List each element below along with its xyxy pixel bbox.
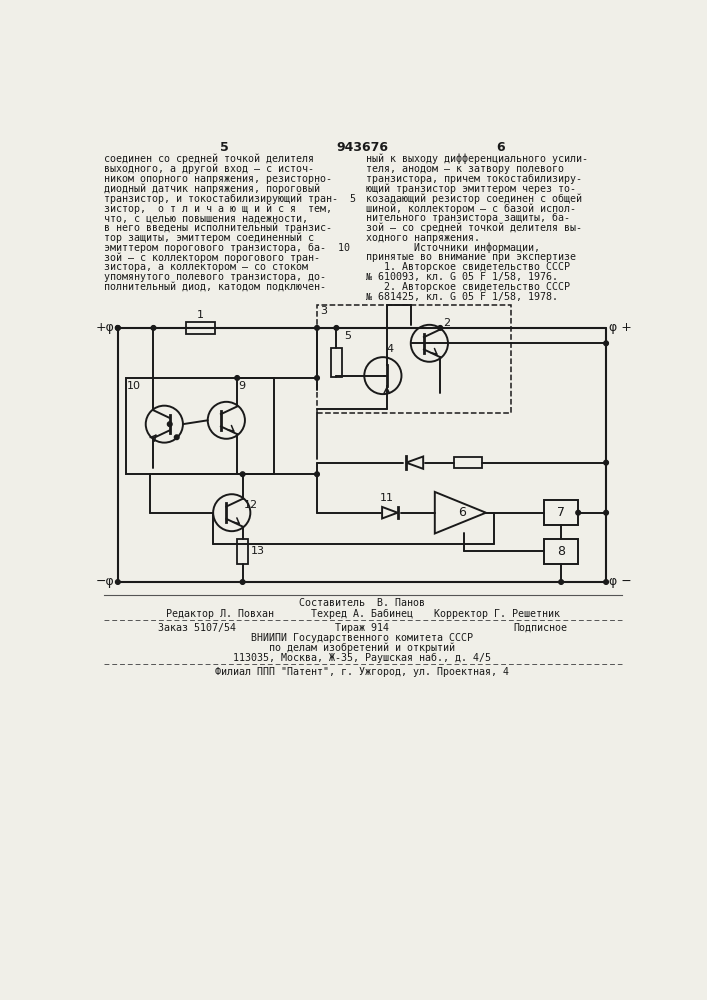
Text: Составитель  В. Панов: Составитель В. Панов <box>299 598 425 608</box>
Circle shape <box>235 376 240 380</box>
Circle shape <box>175 435 179 440</box>
Circle shape <box>438 326 443 330</box>
Text: 11: 11 <box>380 493 394 503</box>
Circle shape <box>315 326 320 330</box>
Bar <box>126 378 274 474</box>
Text: ходного напряжения.: ходного напряжения. <box>366 233 480 243</box>
Bar <box>331 348 341 377</box>
Text: выходного, а другой вход – с источ-: выходного, а другой вход – с источ- <box>104 164 314 174</box>
Text: транзистора, причем токостабилизиру-: транзистора, причем токостабилизиру- <box>366 174 582 184</box>
Circle shape <box>315 376 320 380</box>
Text: 113035, Москва, Ж-35, Раушская наб., д. 4/5: 113035, Москва, Ж-35, Раушская наб., д. … <box>233 653 491 663</box>
Circle shape <box>115 580 120 584</box>
Text: Тираж 914: Тираж 914 <box>335 623 389 633</box>
Circle shape <box>240 580 245 584</box>
Circle shape <box>315 472 320 477</box>
Circle shape <box>575 510 580 515</box>
Text: Источники информации,: Источники информации, <box>366 243 540 253</box>
Text: зистор,  о т л и ч а ю щ и й с я  тем,: зистор, о т л и ч а ю щ и й с я тем, <box>104 203 332 214</box>
Text: козадающий резистор соединен с общей: козадающий резистор соединен с общей <box>366 193 582 204</box>
Text: φ +: φ + <box>609 321 632 334</box>
Text: теля, анодом – к затвору полевого: теля, анодом – к затвору полевого <box>366 164 563 174</box>
Bar <box>544 539 578 564</box>
Bar <box>186 322 216 334</box>
Text: соединен со средней точкой делителя: соединен со средней точкой делителя <box>104 154 314 164</box>
Text: 943676: 943676 <box>337 141 388 154</box>
Text: Редактор Л. Повхан: Редактор Л. Повхан <box>166 609 274 619</box>
Circle shape <box>334 326 339 330</box>
Text: 1: 1 <box>197 310 204 320</box>
Text: ВНИИПИ Государственного комитета СССР: ВНИИПИ Государственного комитета СССР <box>251 633 473 643</box>
Text: 7: 7 <box>557 506 565 519</box>
Text: зой – со средней точкой делителя вы-: зой – со средней точкой делителя вы- <box>366 223 582 233</box>
Circle shape <box>604 510 609 515</box>
Text: 10: 10 <box>127 381 141 391</box>
Circle shape <box>240 472 245 477</box>
Text: φ −: φ − <box>609 576 632 588</box>
Text: принятые во внимание при экспертизе: принятые во внимание при экспертизе <box>366 252 575 262</box>
Text: 8: 8 <box>557 545 565 558</box>
Text: в него введены исполнительный транзис-: в него введены исполнительный транзис- <box>104 223 332 233</box>
Circle shape <box>604 460 609 465</box>
Bar <box>454 457 482 468</box>
Bar <box>237 539 248 564</box>
Circle shape <box>115 326 120 330</box>
Text: нительного транзистора защиты, ба-: нительного транзистора защиты, ба- <box>366 213 570 223</box>
Text: ный к выходу дифференциального усили-: ный к выходу дифференциального усили- <box>366 154 588 164</box>
Text: 13: 13 <box>250 546 264 556</box>
Text: 5: 5 <box>344 331 351 341</box>
Text: шиной, коллектором – с базой испол-: шиной, коллектором – с базой испол- <box>366 203 575 214</box>
Text: 1. Авторское свидетельство СССР: 1. Авторское свидетельство СССР <box>366 262 570 272</box>
Text: Филиал ППП "Патент", г. Ужгород, ул. Проектная, 4: Филиал ППП "Патент", г. Ужгород, ул. Про… <box>215 667 509 677</box>
Text: 3: 3 <box>320 306 327 316</box>
Circle shape <box>604 580 609 584</box>
Text: Заказ 5107/54: Заказ 5107/54 <box>158 623 236 633</box>
Text: 4: 4 <box>387 344 394 354</box>
Text: что, с целью повышения надежности,: что, с целью повышения надежности, <box>104 213 308 223</box>
Text: транзистор, и токостабилизирующий тран-  5: транзистор, и токостабилизирующий тран- … <box>104 193 356 204</box>
Text: ющий транзистор эмиттером через то-: ющий транзистор эмиттером через то- <box>366 183 575 194</box>
Text: зой – с коллектором порогового тран-: зой – с коллектором порогового тран- <box>104 252 320 263</box>
Text: зистора, а коллектором – со стоком: зистора, а коллектором – со стоком <box>104 262 308 272</box>
Text: 2. Авторское свидетельство СССР: 2. Авторское свидетельство СССР <box>366 282 570 292</box>
Text: ником опорного напряжения, резисторно-: ником опорного напряжения, резисторно- <box>104 174 332 184</box>
Text: упомянутого полевого транзистора, до-: упомянутого полевого транзистора, до- <box>104 272 326 282</box>
Circle shape <box>559 580 563 584</box>
Bar <box>317 305 510 413</box>
Circle shape <box>168 422 172 426</box>
Circle shape <box>115 326 120 330</box>
Text: −φ: −φ <box>96 576 115 588</box>
Text: Корректор Г. Решетник: Корректор Г. Решетник <box>433 609 559 619</box>
Text: диодный датчик напряжения, пороговый: диодный датчик напряжения, пороговый <box>104 183 320 194</box>
Text: Подписное: Подписное <box>513 623 567 633</box>
Text: 12: 12 <box>243 500 257 510</box>
Text: № 681425, кл. G 05 F 1/58, 1978.: № 681425, кл. G 05 F 1/58, 1978. <box>366 292 558 302</box>
Bar <box>544 500 578 525</box>
Text: 2: 2 <box>443 318 450 328</box>
Text: эмиттером порогового транзистора, ба-  10: эмиттером порогового транзистора, ба- 10 <box>104 243 350 253</box>
Text: 9: 9 <box>238 381 245 391</box>
Text: 5: 5 <box>220 141 228 154</box>
Text: +φ: +φ <box>96 321 115 334</box>
Text: по делам изобретений и открытий: по делам изобретений и открытий <box>269 643 455 653</box>
Text: Техред А. Бабинец: Техред А. Бабинец <box>311 609 413 619</box>
Text: тор защиты, эмиттером соединенный с: тор защиты, эмиттером соединенный с <box>104 233 314 243</box>
Circle shape <box>151 326 156 330</box>
Text: 6: 6 <box>458 506 466 519</box>
Circle shape <box>604 341 609 346</box>
Text: полнительный диод, катодом подключен-: полнительный диод, катодом подключен- <box>104 282 326 292</box>
Text: 6: 6 <box>496 141 505 154</box>
Text: № 610093, кл. G 05 F 1/58, 1976.: № 610093, кл. G 05 F 1/58, 1976. <box>366 272 558 282</box>
